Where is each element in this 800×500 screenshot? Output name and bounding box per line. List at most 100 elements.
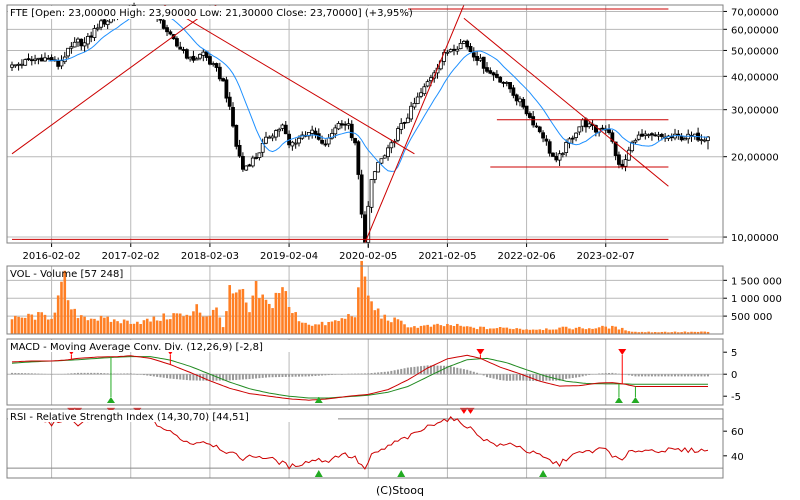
candle (455, 48, 460, 52)
volume-bar (521, 329, 525, 334)
histogram-bar (571, 374, 574, 379)
histogram-bar (396, 369, 399, 375)
volume-bar (617, 329, 621, 334)
candle (445, 51, 450, 54)
volume-bar (634, 331, 637, 334)
volume-bar (601, 325, 604, 334)
volume-bar (403, 324, 406, 334)
volume-bar (333, 320, 337, 334)
volume-bar (531, 329, 535, 334)
y-tick-label: 40,00000 (731, 72, 779, 83)
candle (244, 165, 249, 171)
volume-bar (465, 326, 469, 334)
candle (254, 157, 258, 159)
histogram-bar (476, 372, 479, 375)
candle (636, 134, 641, 140)
y-tick-label: 70,00000 (731, 7, 779, 18)
y-tick-label: 0 (731, 370, 737, 381)
candle (79, 38, 84, 47)
histogram-bar (370, 373, 373, 375)
candle (386, 147, 390, 157)
histogram-bar (700, 374, 703, 377)
histogram-bar (90, 372, 93, 375)
candle (481, 56, 486, 69)
volume-bar (558, 327, 561, 334)
volume-bar (350, 316, 354, 334)
volume-bar (644, 332, 647, 334)
candle (323, 143, 328, 146)
histogram-bar (218, 374, 221, 381)
candle (617, 154, 621, 165)
candle (501, 81, 506, 84)
candle (560, 153, 565, 155)
x-tick-label: 2023-02-07 (577, 251, 635, 262)
y-tick-label: 20,00000 (731, 153, 779, 164)
volume-bar (23, 317, 27, 334)
volume-bar (162, 313, 166, 334)
volume-bar (502, 327, 505, 334)
histogram-bar (387, 371, 390, 375)
volume-bar (399, 320, 403, 334)
candle (178, 46, 183, 50)
histogram-bar (311, 374, 314, 377)
histogram-bar (307, 374, 310, 377)
candle (250, 157, 255, 167)
candle (379, 158, 384, 164)
volume-bar (175, 313, 179, 334)
volume-bar (73, 308, 76, 334)
candle (491, 72, 496, 76)
volume-bar (426, 324, 429, 334)
histogram-bar (314, 374, 317, 376)
volume-bar (235, 292, 238, 334)
volume-bar (512, 329, 515, 334)
candle (10, 64, 14, 68)
candle (231, 107, 235, 127)
histogram-bar (159, 374, 162, 378)
histogram-bar (162, 374, 165, 378)
histogram-bar (545, 374, 548, 381)
histogram-bar (225, 374, 228, 381)
volume-bar (657, 332, 660, 334)
histogram-bar (693, 374, 696, 377)
histogram-bar (129, 373, 132, 375)
sell-signal-marker (618, 349, 627, 355)
candle (551, 152, 555, 157)
histogram-bar (674, 374, 677, 377)
candle (310, 129, 315, 134)
histogram-bar (367, 373, 370, 375)
volume-bar (320, 321, 324, 334)
volume-bar (446, 323, 449, 334)
candle (494, 73, 499, 78)
histogram-bar (515, 374, 518, 381)
histogram-bar (433, 365, 436, 375)
volume-bar (390, 322, 393, 334)
macd-line (11, 354, 708, 401)
histogram-bar (466, 369, 469, 375)
candle (504, 82, 509, 84)
volume-bar (93, 318, 96, 334)
candle (656, 134, 661, 137)
candle (59, 60, 64, 67)
volume-bar (554, 329, 558, 334)
candle (468, 45, 473, 52)
volume-bar (142, 320, 146, 334)
candle (465, 40, 470, 48)
histogram-bar (202, 374, 205, 381)
histogram-bar (555, 374, 558, 381)
histogram-bar (169, 374, 172, 379)
candle (448, 49, 453, 53)
candle (283, 124, 288, 135)
histogram-bar (149, 374, 152, 376)
volume-bar (225, 311, 228, 334)
volume-bar (650, 332, 654, 334)
histogram-bar (119, 373, 122, 375)
histogram-bar (152, 374, 155, 377)
histogram-bar (598, 373, 601, 375)
volume-bar (442, 326, 446, 334)
candle (577, 126, 582, 133)
histogram-bar (551, 374, 554, 381)
candle (336, 123, 341, 130)
volume-bar (535, 329, 538, 334)
volume-bar (284, 291, 288, 334)
volume-bar (545, 328, 548, 334)
